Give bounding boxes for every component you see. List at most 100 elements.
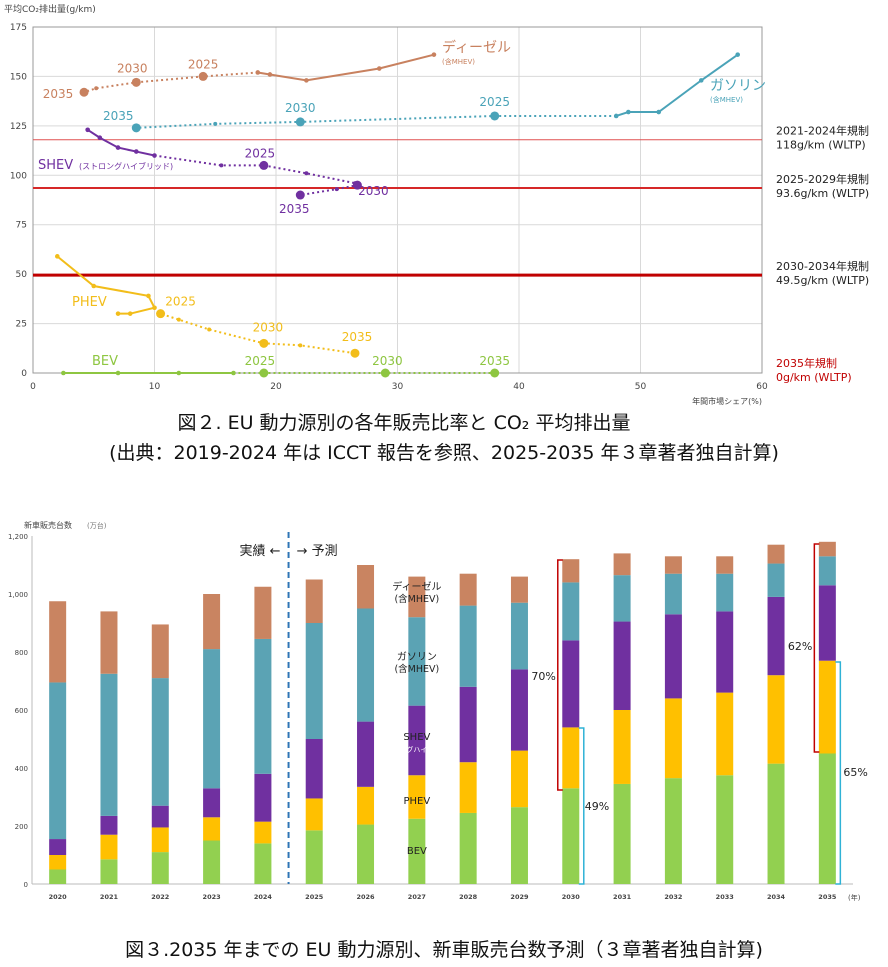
bar-segment-SHEV bbox=[49, 839, 67, 855]
milestone-point bbox=[295, 117, 305, 127]
historical-point bbox=[267, 72, 273, 77]
projection-point bbox=[255, 70, 260, 75]
milestone-point bbox=[79, 87, 89, 97]
bar-segment-ガソリン bbox=[305, 623, 323, 739]
x-tick-label: 2024 bbox=[254, 893, 273, 901]
bar-segment-BEV bbox=[767, 763, 785, 884]
year-label: 2030 bbox=[285, 101, 316, 115]
y-tick-label: 50 bbox=[16, 270, 28, 280]
actual-label: 実績 ← bbox=[240, 543, 281, 559]
bar-segment-SHEV bbox=[254, 773, 272, 822]
projection-point bbox=[152, 305, 157, 310]
historical-point bbox=[626, 109, 631, 115]
milestone-point bbox=[156, 309, 166, 319]
milestone-point bbox=[295, 190, 305, 200]
projection-point bbox=[298, 343, 303, 348]
bar-segment-PHEV bbox=[49, 855, 67, 870]
bar-segment-ディーゼル bbox=[203, 594, 221, 650]
bar-segment-SHEV bbox=[562, 640, 580, 728]
bar-segment-ガソリン bbox=[357, 608, 375, 722]
segment-sublabel: (ストロングハイブリッド) bbox=[376, 745, 459, 754]
y-tick-label: 800 bbox=[15, 649, 28, 657]
bar-segment-PHEV bbox=[357, 786, 375, 825]
y-tick-label: 0 bbox=[21, 369, 27, 379]
year-label: 2025 bbox=[245, 146, 276, 160]
x-tick-label: 2028 bbox=[459, 893, 478, 901]
bar-segment-PHEV bbox=[767, 675, 785, 764]
series-subname: (含MHEV) bbox=[710, 95, 743, 104]
x-tick-label: 30 bbox=[392, 382, 404, 392]
segment-label: ガソリン bbox=[397, 651, 437, 663]
historical-point bbox=[127, 311, 133, 316]
bar-segment-ガソリン bbox=[254, 638, 272, 774]
milestone-point bbox=[350, 348, 360, 358]
bar-segment-ガソリン bbox=[203, 649, 221, 789]
series-diesel: 2025 2030 2035 ディーゼル(含MHEV) bbox=[43, 39, 511, 101]
bar-segment-ディーゼル bbox=[562, 559, 580, 583]
bar-segment-ガソリン bbox=[459, 605, 477, 687]
bar-segment-ガソリン bbox=[818, 556, 836, 586]
x-tick-label: 2021 bbox=[100, 893, 119, 901]
figure3-caption: 図３.2035 年までの EU 動力源別、新車販売台数予測（３章著者独自計算) bbox=[125, 939, 763, 961]
historical-point bbox=[55, 254, 60, 259]
bar-segment-BEV bbox=[459, 812, 477, 884]
regulation-value: 93.6g/km (WLTP) bbox=[776, 187, 869, 200]
series-name: ガソリン bbox=[710, 78, 766, 94]
figure2-caption: 図２. EU 動力源別の各年販売比率と CO₂ 平均排出量 bbox=[177, 412, 631, 434]
historical-point bbox=[115, 311, 121, 316]
milestone-point bbox=[131, 77, 141, 87]
historical-point bbox=[431, 52, 437, 57]
milestone-point bbox=[490, 111, 500, 121]
historical-point bbox=[115, 370, 121, 376]
bar-segment-ディーゼル bbox=[305, 579, 323, 623]
bar-segment-ディーゼル bbox=[818, 541, 836, 557]
bar-segment-PHEV bbox=[459, 762, 477, 813]
milestone-point bbox=[198, 71, 208, 81]
bar-segment-ディーゼル bbox=[357, 565, 375, 609]
y-tick-label: 25 bbox=[16, 320, 27, 330]
year-label: 2035 bbox=[43, 87, 74, 101]
bar-segment-ガソリン bbox=[49, 682, 67, 840]
regulation-value: 0g/km (WLTP) bbox=[776, 371, 852, 384]
x-tick-label: 2031 bbox=[613, 893, 632, 901]
projection-point bbox=[334, 187, 339, 192]
bar-segment-ガソリン bbox=[613, 575, 631, 622]
series-name: PHEV bbox=[72, 295, 107, 310]
regulation-label: 2021-2024年規制 bbox=[776, 124, 869, 138]
bar-segment-PHEV bbox=[613, 710, 631, 784]
milestone-point bbox=[352, 180, 362, 190]
series-name: ディーゼル bbox=[442, 39, 511, 56]
bar-segment-BEV bbox=[305, 830, 323, 884]
bar-segment-BEV bbox=[716, 775, 734, 884]
bar-segment-ガソリン bbox=[100, 673, 118, 816]
series-layer: 2025 2030 2035 ディーゼル (含MHEV)202520302035ガソリン… bbox=[38, 39, 766, 378]
pct-2035-upper: 62% bbox=[788, 640, 812, 653]
x-tick-label: 2023 bbox=[203, 893, 221, 901]
y-tick-label: 1,200 bbox=[8, 533, 28, 541]
projection-point bbox=[176, 317, 181, 322]
year-label: 2035 bbox=[342, 330, 373, 344]
bar-segment-BEV bbox=[613, 783, 631, 884]
y-tick-label: 75 bbox=[16, 221, 27, 231]
bar-segment-SHEV bbox=[664, 614, 682, 699]
projection-point bbox=[152, 153, 157, 158]
historical-point bbox=[61, 370, 66, 376]
milestone-point bbox=[259, 338, 269, 348]
historical-point bbox=[97, 135, 103, 141]
year-label: 2025 bbox=[245, 354, 276, 368]
bar-segment-SHEV bbox=[459, 686, 477, 763]
bar-segment-PHEV bbox=[408, 775, 426, 819]
x-tick-label: 2034 bbox=[767, 893, 786, 901]
projection-point bbox=[213, 121, 218, 126]
bar-segment-SHEV bbox=[767, 596, 785, 676]
bar-segment-ガソリン bbox=[151, 678, 169, 806]
series-name: SHEV bbox=[38, 158, 73, 173]
x-tick-label: 50 bbox=[635, 382, 647, 392]
segment-sublabel: (含MHEV) bbox=[394, 593, 439, 605]
bar-segment-PHEV bbox=[151, 827, 169, 853]
annotations-layer: 実績 ← → 予測ディーゼル(含MHEV)ガソリン(含MHEV)SHEV(ストロン… bbox=[240, 532, 868, 885]
bar-segment-SHEV bbox=[100, 815, 118, 835]
milestone-point bbox=[490, 368, 500, 378]
segment-label: SHEV bbox=[403, 732, 430, 743]
